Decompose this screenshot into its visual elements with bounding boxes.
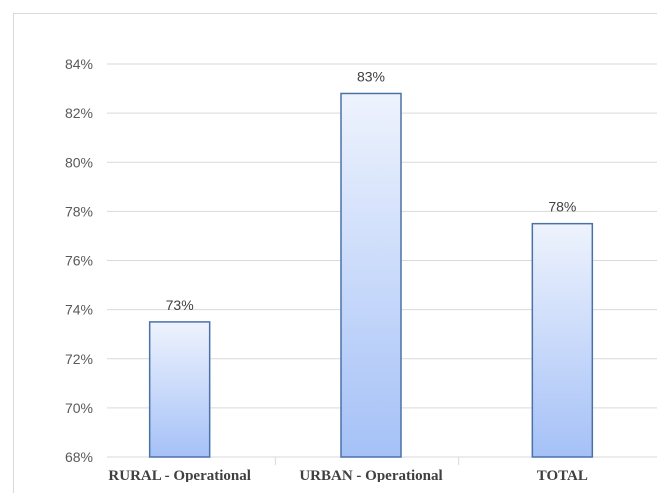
bars [148,92,594,458]
y-tick-label: 84% [65,56,93,72]
y-tick-label: 78% [65,203,93,219]
chart-frame [13,13,657,493]
x-category-label: RURAL - Operational [108,468,251,482]
y-tick-label: 76% [65,253,93,269]
bar [531,222,594,458]
y-tick-label: 74% [65,302,93,318]
bar [340,92,402,458]
x-axis-categories: RURAL - Operational URBAN - Operational TO… [108,468,587,482]
x-category-label: URBAN - Operational [299,468,442,482]
y-tick-label: 82% [65,105,93,121]
data-label: 83% [357,68,385,84]
y-tick-label: 72% [65,351,93,367]
y-tick-label: 68% [65,449,93,465]
y-tick-label: 80% [65,154,93,170]
data-label: 73% [166,297,194,313]
bar [148,321,211,458]
data-labels: 73% 83% 78% [166,68,577,312]
y-tick-label: 70% [65,400,93,416]
bar-chart: 68% 70% 72% 74% 76% 78% 80% 82% 84% 73% 83% 78% RU… [65,56,657,482]
data-label: 78% [548,199,576,215]
y-axis-ticks: 68% 70% 72% 74% 76% 78% 80% 82% 84% [65,56,93,465]
x-category-label: TOTAL [537,468,588,482]
